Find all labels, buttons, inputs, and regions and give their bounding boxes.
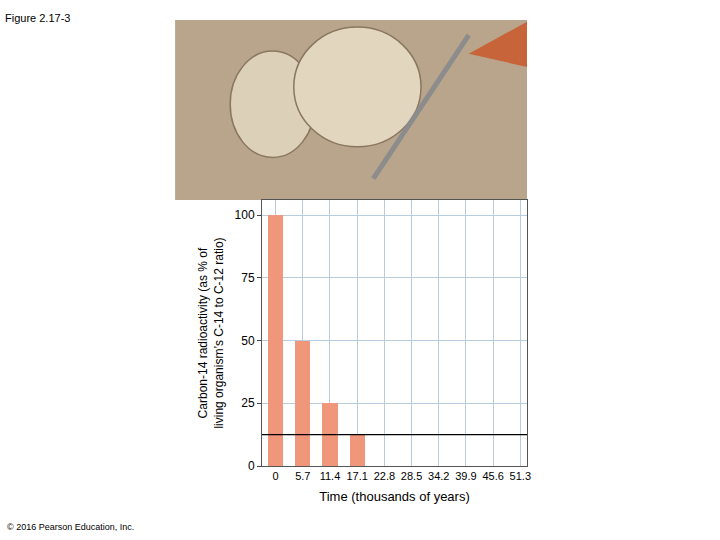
svg-text:© 2016 Pearson Education, Inc.: © 2016 Pearson Education, Inc.	[7, 522, 134, 532]
svg-text:100: 100	[235, 208, 255, 222]
svg-text:50: 50	[241, 334, 255, 348]
svg-text:11.4: 11.4	[320, 470, 341, 482]
svg-text:34.2: 34.2	[428, 470, 449, 482]
svg-text:0: 0	[248, 459, 255, 473]
svg-text:5.7: 5.7	[295, 470, 310, 482]
svg-text:39.9: 39.9	[455, 470, 476, 482]
svg-text:45.6: 45.6	[482, 470, 503, 482]
svg-text:51.3: 51.3	[510, 470, 531, 482]
svg-text:0: 0	[273, 470, 279, 482]
svg-text:Time (thousands of years): Time (thousands of years)	[319, 489, 470, 504]
svg-text:Carbon-14 radioactivity (as %: Carbon-14 radioactivity (as % ofliving o…	[196, 237, 226, 428]
svg-text:75: 75	[241, 271, 255, 285]
svg-text:17.1: 17.1	[346, 470, 367, 482]
svg-text:25: 25	[241, 396, 255, 410]
svg-text:22.8: 22.8	[374, 470, 395, 482]
svg-text:28.5: 28.5	[401, 470, 422, 482]
svg-text:Figure 2.17-3: Figure 2.17-3	[5, 12, 70, 24]
